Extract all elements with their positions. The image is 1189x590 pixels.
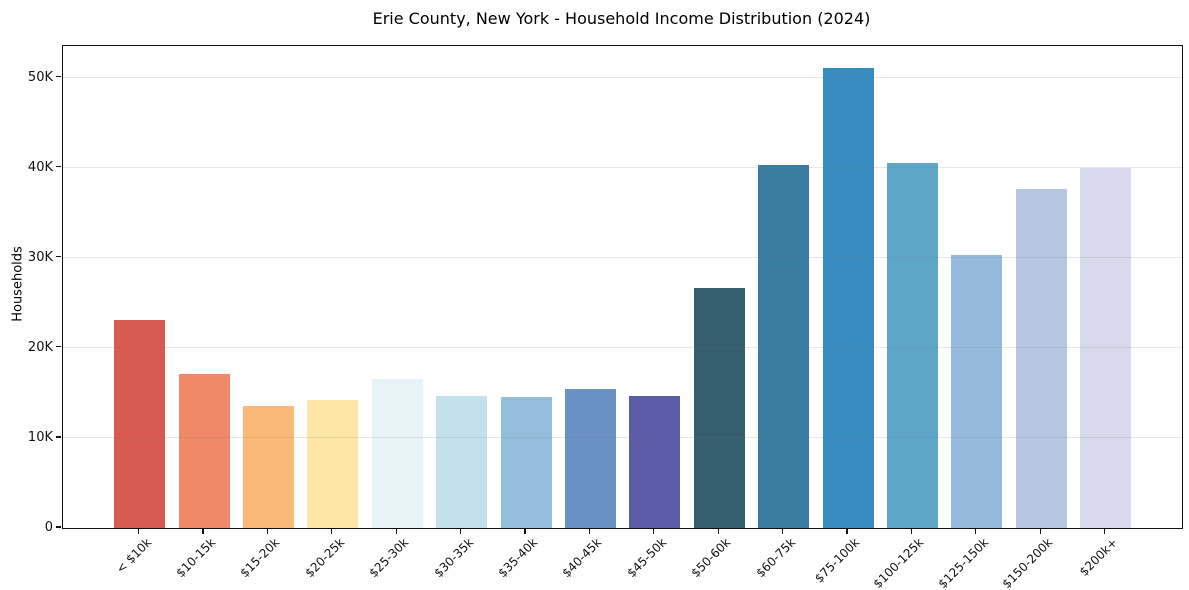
x-tick-mark	[910, 528, 913, 534]
x-tick-label-$150-200k: $150-200k	[999, 535, 1056, 590]
x-tick-label-$200k+: $200k+	[1076, 535, 1120, 579]
x-tick-label-$60-75k: $60-75k	[752, 535, 798, 581]
x-tick-mark	[846, 528, 848, 534]
y-tick-mark	[56, 346, 61, 348]
y-tick-label-50K: 50K	[27, 69, 53, 85]
x-tick-label-$125-150k: $125-150k	[935, 535, 991, 590]
y-tick-label-20K: 20K	[27, 339, 53, 355]
x-tick-label-$15-20k: $15-20k	[237, 535, 283, 581]
bar-$15-20k	[242, 405, 294, 528]
bar-$20-25k	[307, 400, 359, 528]
gridline-20K	[63, 346, 1182, 348]
x-tick-label-< $10k: < $10k	[112, 535, 154, 577]
x-tick-label-$40-45k: $40-45k	[559, 535, 605, 581]
bar-$25-30k	[371, 379, 423, 528]
x-tick-mark	[395, 528, 397, 534]
bar-$150-200k	[1015, 189, 1067, 528]
x-tick-label-$30-35k: $30-35k	[430, 535, 476, 581]
plot-area	[62, 45, 1183, 529]
x-tick-mark	[202, 528, 204, 534]
x-tick-mark	[266, 528, 269, 534]
x-tick-mark	[781, 528, 784, 534]
bar-$45-50k	[629, 395, 681, 528]
y-tick-label-0: 0	[44, 520, 53, 535]
x-tick-label-$50-60k: $50-60k	[688, 535, 734, 581]
x-tick-mark	[1103, 528, 1106, 534]
x-tick-mark	[588, 528, 591, 534]
y-tick-label-10K: 10K	[27, 429, 53, 445]
x-tick-mark	[975, 528, 977, 534]
x-tick-mark	[1039, 528, 1041, 534]
gridline-50K	[63, 76, 1182, 78]
bar-$50-60k	[693, 287, 745, 528]
chart-title: Erie County, New York - Household Income…	[372, 9, 871, 28]
bar-$100-125k	[886, 163, 938, 528]
x-tick-mark	[524, 528, 526, 534]
x-tick-label-$45-50k: $45-50k	[624, 535, 669, 581]
bar-$125-150k	[951, 255, 1003, 528]
x-tick-mark	[459, 528, 462, 534]
x-tick-label-$75-100k: $75-100k	[811, 535, 863, 586]
x-tick-mark	[137, 528, 140, 534]
bar-$10-15k	[178, 373, 230, 528]
bar-$60-75k	[758, 164, 810, 528]
x-tick-mark	[717, 528, 719, 534]
gridline-40K	[63, 166, 1182, 168]
x-tick-mark	[331, 528, 333, 534]
gridline-30K	[63, 256, 1182, 258]
y-tick-mark	[56, 436, 61, 438]
x-tick-mark	[653, 528, 655, 534]
y-tick-label-30K: 30K	[27, 249, 53, 265]
y-tick-mark	[56, 75, 61, 78]
x-tick-label-$25-30k: $25-30k	[366, 535, 412, 581]
bar-< $10k	[114, 319, 166, 528]
y-tick-mark	[56, 526, 61, 528]
bar-$35-40k	[500, 397, 552, 528]
x-tick-label-$35-40k: $35-40k	[495, 535, 541, 581]
bar-$40-45k	[564, 389, 616, 528]
x-tick-label-$20-25k: $20-25k	[302, 535, 347, 581]
y-tick-label-40K: 40K	[27, 159, 53, 175]
x-tick-label-$100-125k: $100-125k	[870, 535, 927, 590]
bar-$30-35k	[436, 395, 488, 528]
y-tick-mark	[56, 256, 61, 258]
bar-$75-100k	[822, 67, 874, 528]
x-tick-label-$10-15k: $10-15k	[173, 535, 219, 581]
gridline-10K	[63, 436, 1182, 438]
bar-$200k+	[1080, 167, 1132, 528]
y-tick-mark	[56, 165, 61, 168]
